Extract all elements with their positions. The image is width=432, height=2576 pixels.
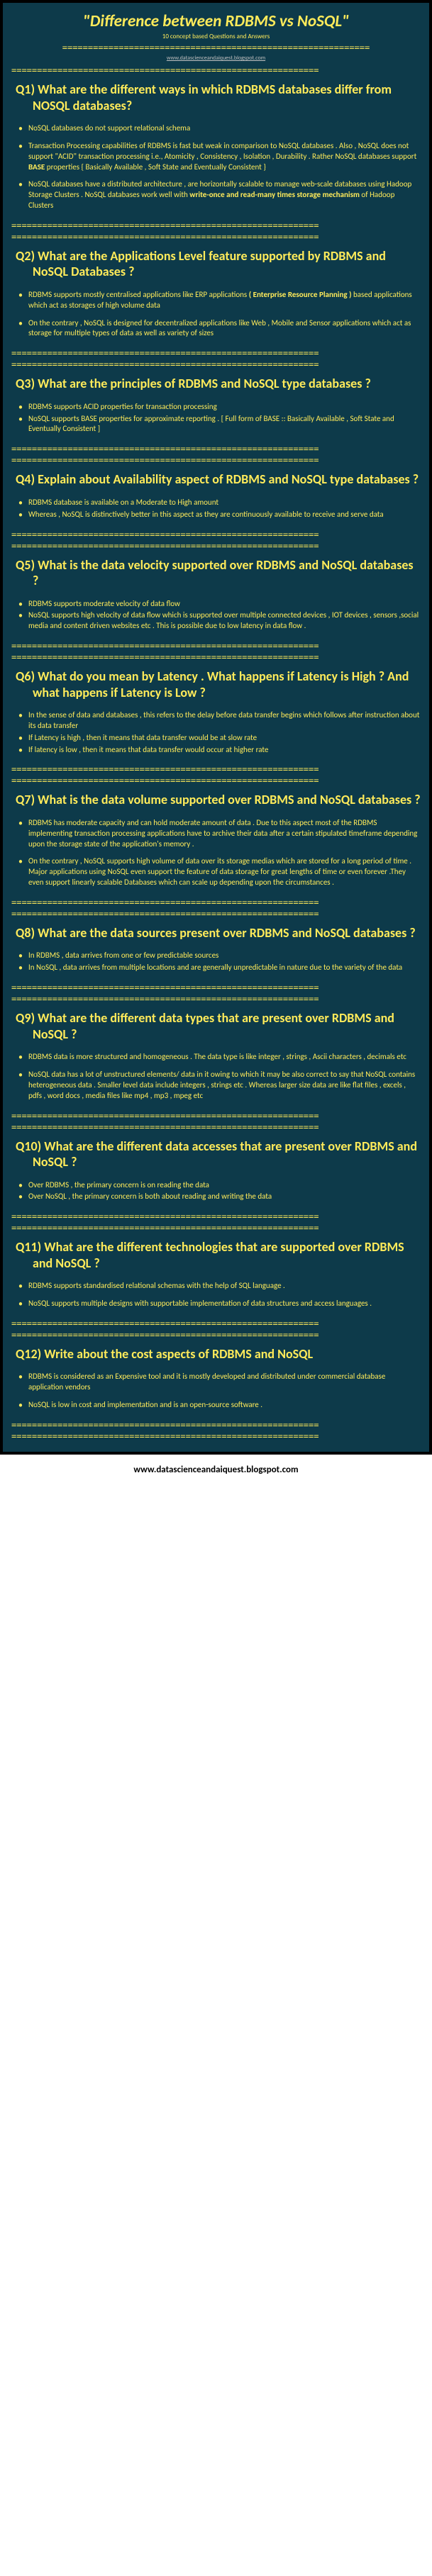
answer-item: RDBMS has moderate capacity and can hold…	[18, 818, 421, 850]
answer-item: Over RDBMS , the primary concern is on r…	[18, 1180, 421, 1191]
separator: ========================================…	[11, 1432, 421, 1440]
question-block: Q11) What are the different technologies…	[11, 1239, 421, 1309]
separator: ========================================…	[11, 43, 421, 52]
answer-list: NoSQL databases do not support relationa…	[11, 123, 421, 211]
separator: ========================================…	[11, 898, 421, 907]
separator: ========================================…	[11, 349, 421, 357]
question-block: Q1) What are the different ways in which…	[11, 82, 421, 211]
answer-list: RDBMS has moderate capacity and can hold…	[11, 818, 421, 888]
answer-item: In the sense of data and databases , thi…	[18, 710, 421, 732]
qa-container: Q1) What are the different ways in which…	[11, 82, 421, 1440]
question-block: Q12) Write about the cost aspects of RDB…	[11, 1346, 421, 1411]
answer-item: Over NoSQL , the primary concern is both…	[18, 1192, 421, 1202]
answer-item: NoSQL is low in cost and implementation …	[18, 1400, 421, 1411]
question-block: Q3) What are the principles of RDBMS and…	[11, 376, 421, 435]
question-title: Q11) What are the different technologies…	[11, 1239, 421, 1271]
separator: ========================================…	[11, 1223, 421, 1232]
question-title: Q8) What are the data sources present ov…	[11, 925, 421, 941]
separator: ========================================…	[11, 360, 421, 369]
question-title: Q4) Explain about Availability aspect of…	[11, 471, 421, 488]
answer-list: Over RDBMS , the primary concern is on r…	[11, 1180, 421, 1203]
answer-list: RDBMS supports moderate velocity of data…	[11, 599, 421, 632]
answer-item: NoSQL data has a lot of unstructured ele…	[18, 1070, 421, 1102]
answer-item: Transaction Processing capabilities of R…	[18, 141, 421, 173]
separator: ========================================…	[11, 1111, 421, 1120]
answer-list: RDBMS database is available on a Moderat…	[11, 498, 421, 520]
separator: ========================================…	[11, 444, 421, 453]
separator: ========================================…	[11, 765, 421, 773]
question-block: Q6) What do you mean by Latency . What h…	[11, 668, 421, 755]
answer-list: In RDBMS , data arrives from one or few …	[11, 951, 421, 973]
subtitle: 10 concept based Questions and Answers	[11, 33, 421, 40]
question-block: Q8) What are the data sources present ov…	[11, 925, 421, 973]
footer: www.datascienceandaiquest.blogspot.com	[0, 1455, 432, 1485]
separator: ========================================…	[11, 456, 421, 464]
answer-item: NoSQL supports high velocity of data flo…	[18, 610, 421, 632]
answer-list: RDBMS is considered as an Expensive tool…	[11, 1372, 421, 1411]
answer-item: RDBMS data is more structured and homoge…	[18, 1052, 421, 1063]
answer-list: RDBMS data is more structured and homoge…	[11, 1052, 421, 1101]
document-page: "Difference between RDBMS vs NoSQL" 10 c…	[0, 0, 432, 1455]
separator: ========================================…	[11, 983, 421, 992]
header-block: "Difference between RDBMS vs NoSQL" 10 c…	[11, 11, 421, 62]
answer-item: On the contrary , NoSQL is designed for …	[18, 318, 421, 340]
separator: ========================================…	[11, 1331, 421, 1339]
separator: ========================================…	[11, 909, 421, 918]
source-url: www.datascienceandaiquest.blogspot.com	[11, 55, 421, 62]
separator: ========================================…	[11, 1421, 421, 1429]
question-title: Q5) What is the data velocity supported …	[11, 557, 421, 589]
separator: ========================================…	[11, 530, 421, 539]
separator: ========================================…	[11, 221, 421, 230]
question-title: Q2) What are the Applications Level feat…	[11, 248, 421, 280]
separator: ========================================…	[11, 995, 421, 1003]
separator: ========================================…	[11, 1123, 421, 1131]
question-block: Q2) What are the Applications Level feat…	[11, 248, 421, 339]
separator: ========================================…	[11, 1319, 421, 1328]
answer-item: On the contrary , NoSQL supports high vo…	[18, 856, 421, 888]
answer-item: NoSQL databases have a distributed archi…	[18, 179, 421, 211]
answer-item: RDBMS supports standardised relational s…	[18, 1281, 421, 1292]
separator: ========================================…	[11, 776, 421, 785]
question-block: Q10) What are the different data accesse…	[11, 1138, 421, 1203]
separator: ========================================…	[11, 233, 421, 241]
separator: ========================================…	[11, 1212, 421, 1221]
separator: ========================================…	[11, 542, 421, 550]
answer-item: RDBMS is considered as an Expensive tool…	[18, 1372, 421, 1393]
separator: ========================================…	[11, 642, 421, 650]
separator: ========================================…	[11, 653, 421, 661]
question-title: Q1) What are the different ways in which…	[11, 82, 421, 113]
answer-item: If Latency is high , then it means that …	[18, 733, 421, 744]
question-title: Q6) What do you mean by Latency . What h…	[11, 668, 421, 700]
answer-item: If latency is low , then it means that d…	[18, 745, 421, 756]
question-title: Q12) Write about the cost aspects of RDB…	[11, 1346, 421, 1362]
answer-item: RDBMS database is available on a Moderat…	[18, 498, 421, 508]
answer-item: Whereas , NoSQL is distinctively better …	[18, 510, 421, 520]
answer-item: RDBMS supports mostly centralised applic…	[18, 290, 421, 311]
answer-item: NoSQL databases do not support relationa…	[18, 123, 421, 134]
answer-list: In the sense of data and databases , thi…	[11, 710, 421, 755]
separator: ========================================…	[11, 66, 421, 74]
question-block: Q7) What is the data volume supported ov…	[11, 792, 421, 888]
question-block: Q4) Explain about Availability aspect of…	[11, 471, 421, 520]
answer-item: RDBMS supports ACID properties for trans…	[18, 402, 421, 413]
answer-list: RDBMS supports ACID properties for trans…	[11, 402, 421, 435]
answer-list: RDBMS supports mostly centralised applic…	[11, 290, 421, 339]
question-block: Q9) What are the different data types th…	[11, 1010, 421, 1101]
question-block: Q5) What is the data velocity supported …	[11, 557, 421, 632]
question-title: Q9) What are the different data types th…	[11, 1010, 421, 1042]
answer-item: RDBMS supports moderate velocity of data…	[18, 599, 421, 610]
question-title: Q7) What is the data volume supported ov…	[11, 792, 421, 808]
answer-item: NoSQL supports BASE properties for appro…	[18, 414, 421, 435]
answer-list: RDBMS supports standardised relational s…	[11, 1281, 421, 1309]
answer-item: In NoSQL , data arrives from multiple lo…	[18, 963, 421, 973]
answer-item: In RDBMS , data arrives from one or few …	[18, 951, 421, 961]
main-title: "Difference between RDBMS vs NoSQL"	[11, 11, 421, 31]
question-title: Q3) What are the principles of RDBMS and…	[11, 376, 421, 392]
question-title: Q10) What are the different data accesse…	[11, 1138, 421, 1170]
answer-item: NoSQL supports multiple designs with sup…	[18, 1299, 421, 1309]
